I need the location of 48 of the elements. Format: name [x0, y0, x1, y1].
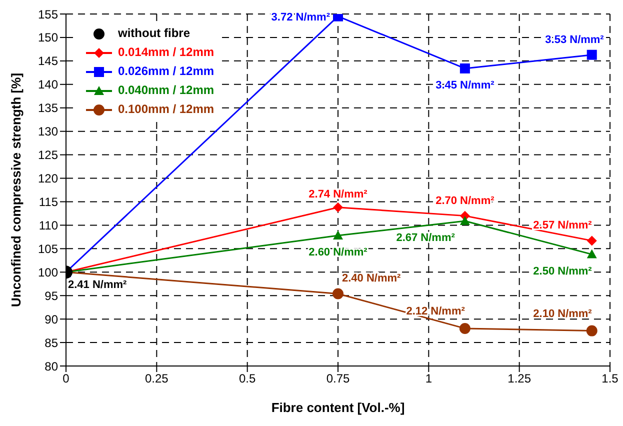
- point: [586, 236, 597, 246]
- x-tick-label: 1: [425, 372, 432, 386]
- annotation: 2.60 N/mm²: [308, 246, 368, 259]
- y-tick-label: 85: [44, 336, 58, 350]
- annotation: 3.72 N/mm²: [271, 11, 330, 24]
- point: [459, 322, 470, 334]
- annotation: 2.12 N/mm²: [406, 305, 466, 318]
- x-axis-title: Fibre content [Vol.-%]: [271, 400, 405, 415]
- y-tick-label: 150: [38, 30, 58, 45]
- y-tick-label: 135: [38, 101, 58, 116]
- y-tick-label: 140: [38, 78, 58, 92]
- y-tick-label: 155: [38, 7, 58, 22]
- y-tick-label: 130: [38, 124, 58, 139]
- x-tick-label: 0.75: [326, 372, 350, 386]
- x-tick-label: 0.5: [238, 372, 256, 386]
- annotation: 2.10 N/mm²: [533, 308, 592, 320]
- point: [333, 202, 343, 212]
- x-tick-label: 0: [62, 372, 70, 386]
- y-axis-title: Unconfined compressive strength [%]: [8, 72, 24, 308]
- x-tick-label: 1.5: [602, 372, 619, 386]
- point: [460, 63, 470, 74]
- point: [332, 288, 344, 300]
- legend-label: 0.100mm / 12mm: [118, 101, 214, 118]
- y-tick-label: 125: [38, 148, 58, 162]
- legend-label: without fibre: [118, 25, 190, 42]
- y-tick-label: 80: [44, 359, 58, 374]
- point: [460, 216, 470, 225]
- y-tick-label: 115: [38, 194, 58, 209]
- legend-label: 0.040mm / 12mm: [118, 82, 214, 99]
- y-tick-label: 95: [44, 288, 58, 303]
- y-tick-label: 120: [38, 172, 58, 186]
- x-tick-label: 0.25: [144, 372, 169, 386]
- annotation: 2.74 N/mm²: [308, 188, 368, 200]
- legend-label: 0.026mm / 12mm: [118, 63, 214, 80]
- annotation: 2.41 N/mm²: [68, 279, 128, 292]
- annotation: 2.67 N/mm²: [396, 232, 456, 244]
- point: [586, 50, 597, 60]
- annotation: 2.40 N/mm²: [342, 272, 402, 285]
- point: [586, 325, 598, 336]
- point: [586, 249, 597, 258]
- y-tick-label: 145: [38, 54, 58, 68]
- legend-label: 0.014mm / 12mm: [118, 44, 214, 61]
- y-tick-label: 90: [44, 312, 58, 326]
- point: [333, 230, 343, 240]
- y-tick-label: 105: [38, 242, 58, 256]
- y-tick-label: 100: [38, 265, 58, 280]
- x-tick-label: 1.25: [508, 372, 532, 386]
- y-tick-label: 110: [38, 218, 58, 232]
